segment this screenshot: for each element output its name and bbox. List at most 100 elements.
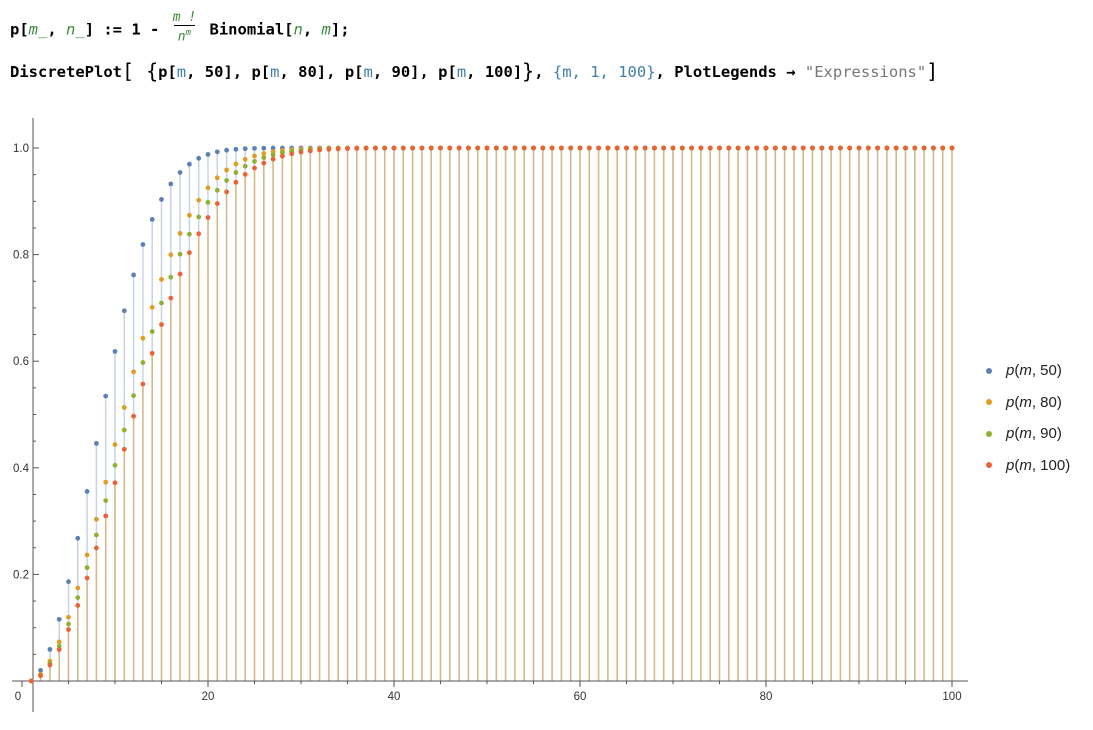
data-point [735,145,741,151]
data-point [168,274,174,280]
data-point [270,156,276,162]
data-point [233,146,239,152]
data-point [103,479,109,485]
code-token: Binomial[ [200,20,294,39]
code-iterator: {m, 1, 100} [552,63,656,81]
data-point [121,427,127,433]
data-point [187,161,192,167]
data-point [800,145,806,151]
data-point [121,405,127,410]
data-point [633,145,639,151]
data-point [66,579,71,585]
fraction-denominator: nm [173,26,196,44]
data-point [903,145,908,151]
data-point [168,252,174,258]
fraction-numerator: m ! [172,10,197,25]
data-point [345,146,350,152]
data-point [214,149,220,155]
data-point [242,163,248,169]
data-point [177,271,183,277]
data-point [103,393,109,399]
code-token: , [302,20,322,39]
x-tick-label: 40 [388,691,401,703]
legend-item: p(m, 100) [986,450,1070,482]
data-point [614,145,620,151]
data-point [540,145,546,151]
x-tick-label: 100 [942,691,961,703]
data-point [56,647,62,653]
den-base: n [177,29,186,45]
data-point [168,295,174,301]
code-token: p[ [158,63,177,81]
legend-label: p(m, 50) [1006,362,1062,380]
den-exp: m [185,28,192,38]
code-var-m: m [321,20,331,39]
data-point [568,145,574,151]
data-point [949,145,955,151]
data-point [56,639,62,645]
data-point [354,145,360,151]
data-point [447,145,453,151]
data-point [233,161,239,167]
data-point [224,178,230,183]
legend-marker [986,430,992,437]
data-point [177,170,183,175]
data-point [698,145,704,151]
discrete-plot[interactable]: 0 20 40 60 80 100 0.2 0.4 0.6 0.8 1.0 [0,100,980,720]
data-point [149,350,155,356]
data-point [819,145,825,151]
y-tick-label: 0.8 [13,250,29,262]
y-tick-label: 0.2 [13,569,29,581]
legend-item: p(m, 80) [986,387,1070,419]
data-point [187,212,192,218]
data-point [242,156,248,162]
data-point [298,149,304,155]
data-point [865,145,871,151]
code-line-definition[interactable]: p[m_, n_] := 1 - m ! nm Binomial[n, m]; [10,10,350,53]
data-point [847,145,853,151]
data-point [196,214,202,220]
data-point [168,181,174,187]
data-point [940,145,946,151]
code-line-plot[interactable]: DiscretePlot[ {p[m, 50], p[m, 80], p[m, … [10,58,938,83]
legend-label: p(m, 100) [1006,456,1071,474]
data-point [280,153,285,159]
data-point [252,165,257,171]
data-point [531,145,536,151]
data-point [856,145,862,151]
code-token: ]; [330,20,350,39]
data-point [224,147,230,153]
data-point [763,145,769,151]
data-point [66,627,71,632]
x-tick-label: 60 [574,691,587,703]
data-point [493,145,499,151]
data-point [112,462,118,468]
code-bracket: [ [121,59,135,83]
data-point [326,146,332,152]
data-point [233,179,239,185]
x-tick-label: 20 [202,691,215,703]
data-point [205,185,211,191]
data-point [84,489,90,494]
data-point [224,189,230,195]
data-point [75,535,81,541]
data-point [772,145,778,151]
code-brace: } [522,59,535,83]
data-point [605,145,611,151]
code-token: p[ [251,63,271,81]
code-token: , [534,63,553,81]
data-point [559,145,564,151]
data-point [521,145,527,151]
data-point [94,532,99,538]
data-point [177,231,183,236]
data-point [466,145,471,151]
code-token: , [47,20,67,39]
code-pattern-m: m_ [28,20,48,39]
data-point [261,160,267,166]
data-point [912,145,918,151]
data-point [112,480,118,486]
data-point [791,145,797,151]
data-point [131,393,137,398]
code-token: , [655,63,675,81]
data-point [112,349,118,354]
